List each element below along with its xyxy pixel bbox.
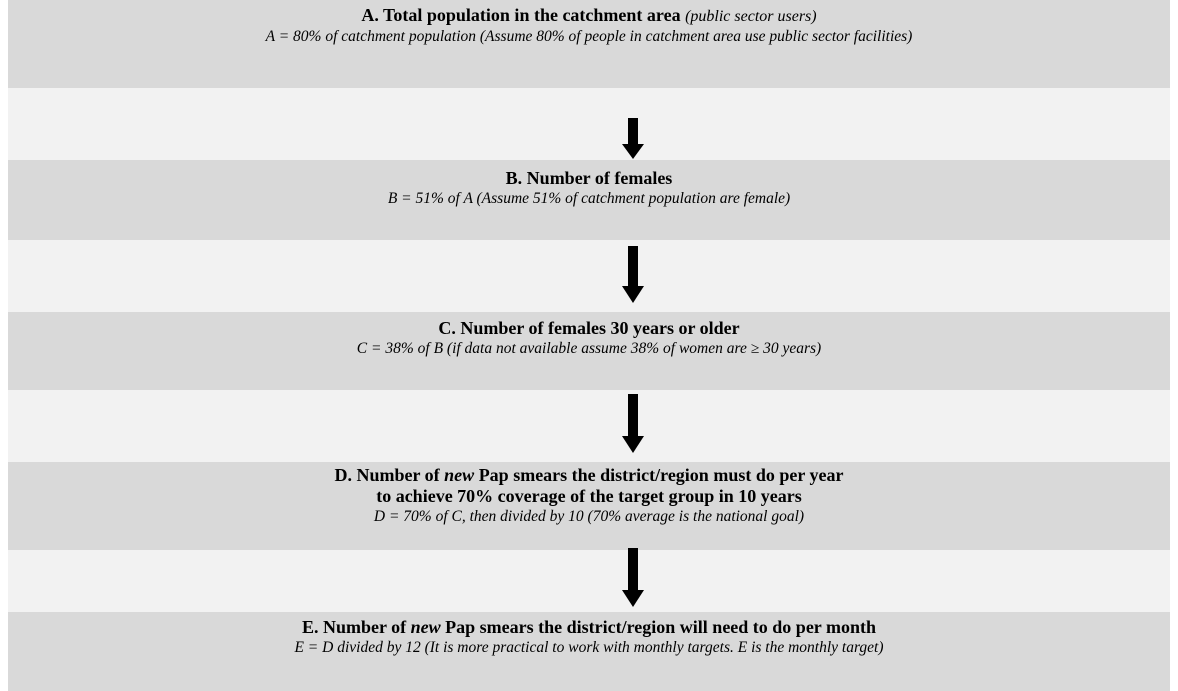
title-text: D. Number of (334, 465, 440, 485)
title-text: Pap smears the district/region must do p… (478, 465, 844, 485)
step-box: A. Total population in the catchment are… (8, 0, 1170, 88)
arrow (622, 548, 644, 607)
step-box: E. Number of new Pap smears the district… (8, 612, 1170, 691)
title-emphasis: new (444, 465, 475, 485)
step-formula: B = 51% of A (Assume 51% of catchment po… (387, 190, 791, 207)
step-title: A. Total population in the catchment are… (8, 5, 1170, 27)
step-box: D. Number of new Pap smears the district… (8, 462, 1170, 550)
step-title: D. Number of new Pap smears the district… (8, 465, 1170, 486)
arrow (622, 118, 644, 159)
step-formula: D = 70% of C, then divided by 10 (70% av… (373, 508, 805, 525)
step-formula: E = D divided by 12 (It is more practica… (294, 639, 884, 656)
step-formula: C = 38% of B (if data not available assu… (356, 340, 822, 357)
title-text: E. Number of (301, 617, 407, 637)
title-emphasis: new (410, 617, 441, 637)
step-box: C. Number of females 30 years or older C… (8, 312, 1170, 390)
step-title: B. Number of females (505, 168, 673, 188)
title-text: A. Total population in the catchment are… (361, 5, 681, 25)
arrow (622, 246, 644, 303)
gap-band (8, 390, 1170, 462)
step-title: E. Number of new Pap smears the district… (8, 617, 1170, 638)
gap-band (8, 550, 1170, 612)
gap-band (8, 88, 1170, 160)
step-title: C. Number of females 30 years or older (438, 318, 740, 338)
gap-band (8, 240, 1170, 312)
title-text: Pap smears the district/region will need… (445, 617, 876, 637)
step-box: B. Number of females B = 51% of A (Assum… (8, 160, 1170, 240)
arrow (622, 394, 644, 453)
title-note: (public sector users) (685, 8, 817, 25)
step-formula: A = 80% of catchment population (Assume … (265, 28, 913, 45)
step-title: to achieve 70% coverage of the target gr… (376, 486, 802, 506)
